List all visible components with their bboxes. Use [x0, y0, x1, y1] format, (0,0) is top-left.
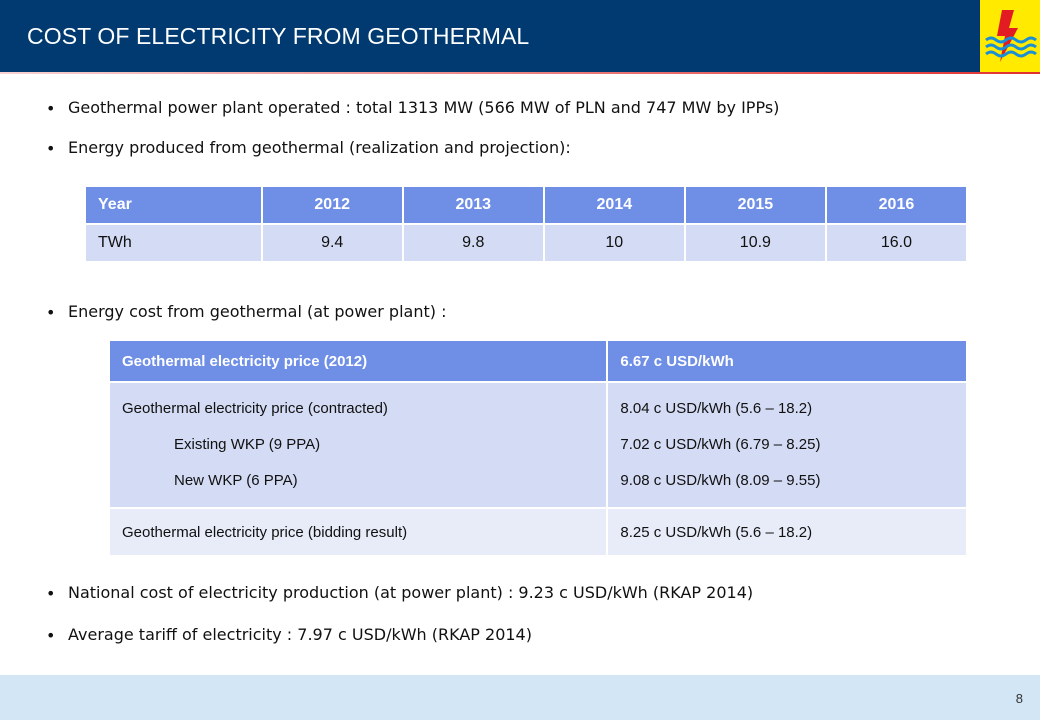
- price-value: 8.04 c USD/kWh (5.6 – 18.2): [620, 400, 813, 417]
- price-label: Geothermal electricity price (contracted…: [122, 400, 388, 417]
- table-cell: 10: [543, 224, 686, 263]
- header-cell: Year: [86, 187, 263, 225]
- bullet-text: Energy cost from geothermal (at power pl…: [68, 302, 447, 321]
- slide-footer: 8: [0, 675, 1040, 720]
- table-cell: TWh: [86, 224, 263, 263]
- page-number: 8: [1015, 691, 1023, 706]
- bullet-text: Energy produced from geothermal (realiza…: [68, 138, 571, 157]
- pln-logo-icon: [985, 10, 1037, 62]
- table-cell: 9.8: [402, 224, 545, 263]
- table-cell: Geothermal electricity price (contracted…: [110, 382, 609, 509]
- table-cell: 8.25 c USD/kWh (5.6 – 18.2): [607, 508, 968, 557]
- bullet-icon: •: [46, 303, 56, 322]
- table-row: Geothermal electricity price (bidding re…: [110, 508, 968, 557]
- table-header-row: Year 2012 2013 2014 2015 2016: [86, 187, 969, 225]
- header-cell: 2012: [261, 187, 404, 225]
- bullet-icon: •: [46, 99, 56, 118]
- price-label: Existing WKP (9 PPA): [174, 436, 321, 453]
- header-cell: 2015: [684, 187, 827, 225]
- table-cell: 8.04 c USD/kWh (5.6 – 18.2) 7.02 c USD/k…: [607, 382, 968, 509]
- bullet-icon: •: [46, 139, 56, 158]
- header-cell: 2014: [543, 187, 686, 225]
- table-cell: 9.4: [261, 224, 404, 263]
- header-divider: [0, 72, 1040, 74]
- header-cell: 2013: [402, 187, 545, 225]
- electricity-price-table: Geothermal electricity price (2012) 6.67…: [110, 341, 968, 557]
- table-cell: 16.0: [825, 224, 969, 263]
- table-cell: 10.9: [684, 224, 827, 263]
- header-cell: Geothermal electricity price (2012): [110, 341, 609, 383]
- table-row: Geothermal electricity price (contracted…: [110, 382, 968, 509]
- header-cell: 2016: [825, 187, 969, 225]
- bullet-text: Geothermal power plant operated : total …: [68, 98, 780, 117]
- slide-title: COST OF ELECTRICITY FROM GEOTHERMAL: [27, 23, 530, 49]
- pln-logo: [980, 0, 1040, 72]
- table-header-row: Geothermal electricity price (2012) 6.67…: [110, 341, 968, 383]
- price-value: 9.08 c USD/kWh (8.09 – 9.55): [620, 472, 821, 489]
- header-cell: 6.67 c USD/kWh: [607, 341, 968, 383]
- table-row: TWh 9.4 9.8 10 10.9 16.0: [86, 224, 969, 263]
- bullet-icon: •: [46, 626, 56, 645]
- bullet-text: Average tariff of electricity : 7.97 c U…: [68, 625, 532, 644]
- bullet-text: National cost of electricity production …: [68, 583, 754, 602]
- price-value: 7.02 c USD/kWh (6.79 – 8.25): [620, 436, 821, 453]
- price-label: New WKP (6 PPA): [174, 472, 298, 489]
- slide-header: COST OF ELECTRICITY FROM GEOTHERMAL: [0, 0, 980, 72]
- table-cell: Geothermal electricity price (bidding re…: [110, 508, 609, 557]
- bullet-icon: •: [46, 584, 56, 603]
- energy-production-table: Year 2012 2013 2014 2015 2016 TWh 9.4 9.…: [86, 187, 969, 263]
